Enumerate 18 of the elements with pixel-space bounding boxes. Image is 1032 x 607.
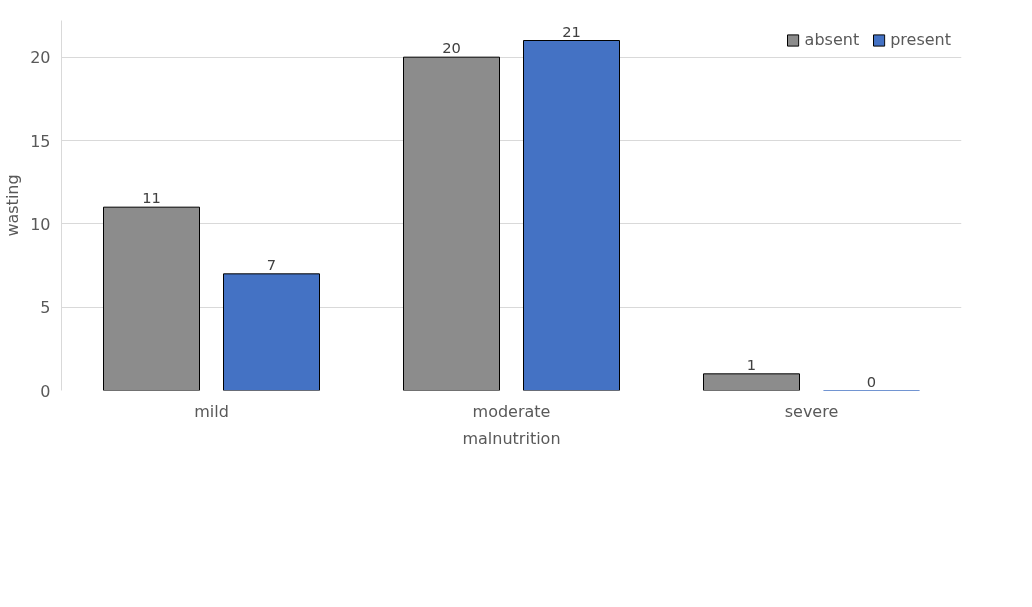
x-tick-label: severe bbox=[784, 401, 839, 421]
y-tick-label: 5 bbox=[40, 298, 51, 318]
y-tick-label: 10 bbox=[30, 214, 51, 234]
x-tick-label: moderate bbox=[472, 401, 551, 421]
y-tick-label: 15 bbox=[30, 131, 51, 151]
legend-label: absent bbox=[804, 30, 860, 49]
data-label: 11 bbox=[142, 189, 161, 207]
x-axis-title: malnutrition bbox=[462, 428, 561, 448]
data-label: 21 bbox=[562, 22, 581, 40]
y-tick-label: 20 bbox=[30, 48, 51, 68]
y-tick-label: 0 bbox=[40, 381, 51, 401]
x-tick-label: mild bbox=[194, 401, 229, 421]
y-axis-title: wasting bbox=[3, 174, 23, 237]
data-label: 0 bbox=[866, 372, 877, 390]
data-label: 7 bbox=[266, 255, 277, 273]
legend-label: present bbox=[890, 30, 951, 49]
data-label: 20 bbox=[442, 39, 461, 57]
data-label: 1 bbox=[746, 355, 757, 373]
